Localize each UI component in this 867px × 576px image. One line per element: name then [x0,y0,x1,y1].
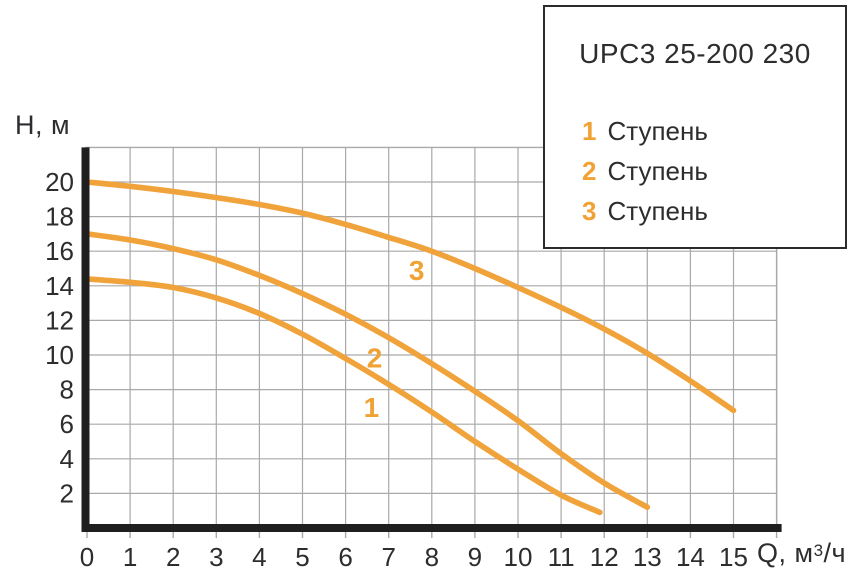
y-tick-label: 6 [60,409,74,439]
y-tick-label: 18 [45,202,74,232]
y-tick-label: 14 [45,271,74,301]
y-tick-label: 16 [45,236,74,266]
legend-item-3-number: 3 [582,196,597,226]
legend-item-stage-3: 3 Ступень [582,191,845,231]
legend-items: 1 Ступень 2 Ступень 3 Ступень [545,111,845,231]
legend-item-2-label: Ступень [607,156,708,186]
x-axis-line [81,524,782,532]
y-tick-label: 2 [60,478,74,508]
x-tick-label: 8 [425,542,439,572]
x-tick-label: 14 [676,542,705,572]
x-tick-label: 12 [590,542,619,572]
curve-label-3: 3 [409,255,425,286]
pump-curves [84,179,737,516]
x-tick-label: 10 [504,542,533,572]
x-tick-labels: 0 1 2 3 4 5 6 7 8 9 10 11 12 13 14 15 [80,542,748,572]
legend-title: UPC3 25-200 230 [579,38,811,69]
x-tick-label: 15 [719,542,748,572]
y-axis-line [81,147,90,532]
x-axis-title-suffix: /ч [823,538,847,568]
pump-curve-stage-3 [84,179,737,414]
x-axis-title-sup: 3 [813,541,824,560]
y-tick-label: 12 [45,305,74,335]
x-tick-label: 1 [123,542,137,572]
x-tick-label: 11 [548,542,575,572]
x-tick-label: 3 [209,542,223,572]
legend-box: UPC3 25-200 230 1 Ступень 2 Ступень 3 Ступе… [543,5,847,249]
legend-item-2-number: 2 [582,156,597,186]
curve-label-1: 1 [364,392,380,423]
legend-item-1-number: 1 [582,116,597,146]
curve-annotations: 1 2 3 [364,255,425,423]
x-tick-label: 5 [295,542,309,572]
x-tick-label: 4 [252,542,266,572]
y-tick-labels: 2 4 6 8 10 12 14 16 18 20 [45,167,74,508]
x-axis-title-prefix: Q, м [757,538,814,568]
legend-item-stage-1: 1 Ступень [582,111,845,151]
x-tick-label: 13 [633,542,662,572]
y-tick-label: 4 [60,444,74,474]
axes [81,147,782,532]
legend-item-stage-2: 2 Ступень [582,151,845,191]
pump-curve-stage-2 [84,231,651,510]
x-tick-label: 9 [468,542,482,572]
legend-item-3-label: Ступень [607,196,708,226]
x-axis-title: Q, м3/ч [757,538,846,569]
x-tick-label: 0 [80,542,94,572]
y-tick-label: 20 [45,167,74,197]
x-tick-label: 7 [381,542,395,572]
curve-label-2: 2 [367,343,383,374]
y-axis-title: H, м [15,110,71,140]
grid-lines [85,147,778,527]
x-tick-label: 6 [338,542,352,572]
legend-item-1-label: Ступень [607,116,708,146]
y-tick-label: 8 [60,375,74,405]
y-tick-label: 10 [45,340,74,370]
x-axis-ticks [86,532,778,538]
pump-curve-stage-1 [84,276,603,516]
x-tick-label: 2 [166,542,180,572]
